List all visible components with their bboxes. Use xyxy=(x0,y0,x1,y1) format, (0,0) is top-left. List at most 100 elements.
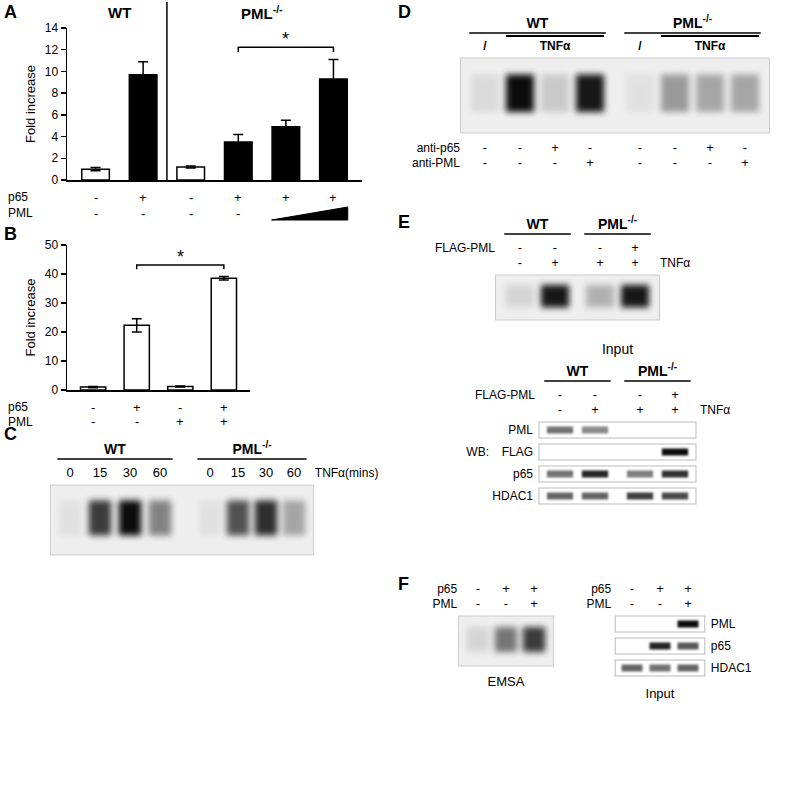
svg-text:p65: p65 xyxy=(8,190,28,204)
svg-text:30: 30 xyxy=(259,465,273,480)
svg-text:-: - xyxy=(476,596,480,611)
svg-text:Fold increase: Fold increase xyxy=(23,65,38,143)
svg-text:2: 2 xyxy=(51,151,58,165)
svg-text:WT: WT xyxy=(108,4,131,21)
svg-text:60: 60 xyxy=(287,465,301,480)
svg-text:FLAG-PML: FLAG-PML xyxy=(435,241,495,255)
svg-text:-: - xyxy=(94,206,98,221)
svg-text:+: + xyxy=(631,255,639,270)
svg-text:-: - xyxy=(518,240,522,255)
svg-text:0: 0 xyxy=(51,383,58,397)
svg-text:PML: PML xyxy=(433,597,458,611)
svg-text:PML-/-: PML-/- xyxy=(598,214,637,232)
svg-text:WB:: WB: xyxy=(466,445,489,459)
svg-text:-: - xyxy=(553,240,557,255)
svg-text:PML-/-: PML-/- xyxy=(638,361,677,379)
svg-text:+: + xyxy=(631,240,639,255)
svg-text:-: - xyxy=(94,190,98,205)
svg-text:PML: PML xyxy=(8,206,33,220)
svg-text:PML-/-: PML-/- xyxy=(232,439,271,457)
svg-text:PML: PML xyxy=(8,415,33,429)
svg-text:0: 0 xyxy=(66,465,73,480)
svg-text:-: - xyxy=(518,255,522,270)
svg-text:-: - xyxy=(638,140,642,155)
svg-text:EMSA: EMSA xyxy=(488,674,525,689)
svg-text:50: 50 xyxy=(45,238,59,252)
svg-text:-: - xyxy=(638,387,642,402)
svg-text:Input: Input xyxy=(602,341,633,357)
svg-text:B: B xyxy=(4,224,17,244)
svg-text:p65: p65 xyxy=(8,400,28,414)
svg-text:+: + xyxy=(502,581,510,596)
svg-text:-: - xyxy=(141,206,145,221)
svg-text:+: + xyxy=(684,596,692,611)
svg-text:E: E xyxy=(398,212,410,232)
svg-text:-: - xyxy=(558,402,562,417)
svg-text:/: / xyxy=(638,39,642,53)
svg-text:WT: WT xyxy=(567,363,589,379)
svg-text:+: + xyxy=(329,190,337,205)
svg-text:-: - xyxy=(189,206,193,221)
svg-text:WT: WT xyxy=(104,441,126,457)
svg-text:-: - xyxy=(236,206,240,221)
svg-text:HDAC1: HDAC1 xyxy=(711,661,752,675)
svg-text:30: 30 xyxy=(123,465,137,480)
svg-text:-: - xyxy=(638,155,642,170)
svg-text:-: - xyxy=(504,596,508,611)
svg-text:p65: p65 xyxy=(437,582,457,596)
svg-text:+: + xyxy=(220,414,228,429)
svg-text:TNFα: TNFα xyxy=(700,403,730,417)
svg-text:-: - xyxy=(673,155,677,170)
svg-text:Input: Input xyxy=(646,686,675,701)
svg-text:p65: p65 xyxy=(513,467,533,481)
svg-text:p65: p65 xyxy=(591,582,611,596)
svg-text:+: + xyxy=(636,402,644,417)
svg-text:PML: PML xyxy=(508,423,533,437)
svg-text:+: + xyxy=(596,255,604,270)
svg-text:TNFα: TNFα xyxy=(660,256,690,270)
svg-text:12: 12 xyxy=(45,43,59,57)
svg-text:-: - xyxy=(483,155,487,170)
svg-text:PML-/-: PML-/- xyxy=(673,13,712,31)
svg-text:-: - xyxy=(135,414,139,429)
svg-text:-: - xyxy=(558,387,562,402)
svg-text:20: 20 xyxy=(45,325,59,339)
svg-text:-: - xyxy=(630,596,634,611)
svg-text:+: + xyxy=(139,190,147,205)
svg-text:+: + xyxy=(684,581,692,596)
svg-text:-: - xyxy=(708,155,712,170)
svg-text:D: D xyxy=(398,2,411,22)
svg-text:F: F xyxy=(398,574,409,594)
svg-text:60: 60 xyxy=(153,465,167,480)
svg-text:*: * xyxy=(282,29,289,49)
svg-text:-: - xyxy=(673,140,677,155)
svg-text:+: + xyxy=(176,414,184,429)
svg-text:FLAG: FLAG xyxy=(502,445,533,459)
svg-text:TNFα: TNFα xyxy=(540,39,571,53)
svg-text:anti-p65: anti-p65 xyxy=(417,141,461,155)
svg-text:+: + xyxy=(591,402,599,417)
svg-text:6: 6 xyxy=(51,108,58,122)
svg-text:PML: PML xyxy=(587,597,612,611)
svg-text:0: 0 xyxy=(206,465,213,480)
svg-text:-: - xyxy=(476,581,480,596)
svg-text:WT: WT xyxy=(527,216,549,232)
svg-text:15: 15 xyxy=(93,465,107,480)
svg-text:-: - xyxy=(553,155,557,170)
svg-text:+: + xyxy=(656,581,664,596)
svg-text:-: - xyxy=(91,414,95,429)
svg-text:/: / xyxy=(483,39,487,53)
svg-text:PML​-/-​: PML​-/-​ xyxy=(241,3,283,22)
svg-text:15: 15 xyxy=(231,465,245,480)
svg-text:HDAC1: HDAC1 xyxy=(492,489,533,503)
svg-text:FLAG-PML: FLAG-PML xyxy=(475,388,535,402)
svg-text:14: 14 xyxy=(45,21,59,35)
svg-text:+: + xyxy=(282,190,290,205)
svg-text:-: - xyxy=(518,155,522,170)
svg-text:A: A xyxy=(4,2,17,22)
svg-text:-: - xyxy=(483,140,487,155)
svg-text:-: - xyxy=(91,400,95,415)
svg-text:-: - xyxy=(593,387,597,402)
svg-text:+: + xyxy=(671,402,679,417)
svg-text:+: + xyxy=(586,155,594,170)
